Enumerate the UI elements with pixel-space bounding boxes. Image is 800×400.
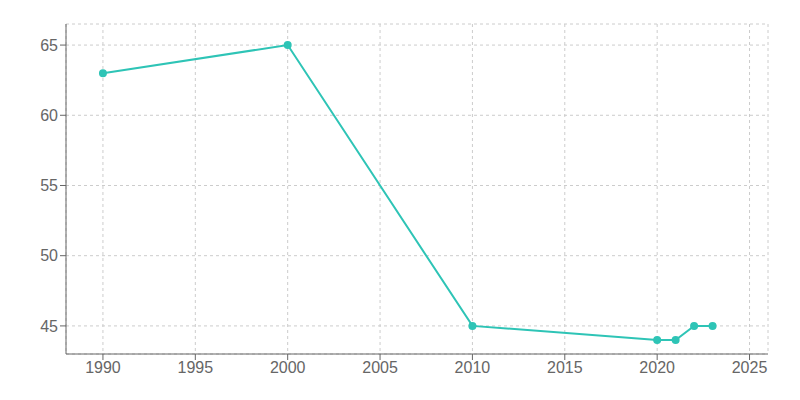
svg-text:2015: 2015	[547, 359, 583, 376]
svg-text:2025: 2025	[732, 359, 768, 376]
svg-text:50: 50	[40, 247, 58, 264]
svg-text:1995: 1995	[178, 359, 214, 376]
svg-text:1990: 1990	[85, 359, 121, 376]
svg-text:45: 45	[40, 318, 58, 335]
svg-text:2005: 2005	[362, 359, 398, 376]
svg-text:60: 60	[40, 107, 58, 124]
svg-text:2020: 2020	[639, 359, 675, 376]
svg-text:65: 65	[40, 37, 58, 54]
svg-text:55: 55	[40, 177, 58, 194]
svg-text:2010: 2010	[455, 359, 491, 376]
svg-text:2000: 2000	[270, 359, 306, 376]
